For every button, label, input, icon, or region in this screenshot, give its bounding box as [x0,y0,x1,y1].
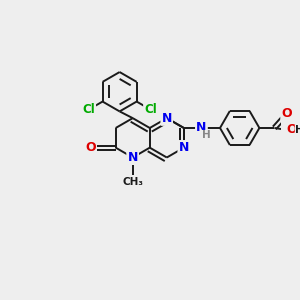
Text: CH₃: CH₃ [122,177,143,187]
Text: N: N [196,122,207,134]
Text: H: H [202,130,210,140]
Text: N: N [179,141,189,154]
Text: N: N [162,112,172,124]
Text: O: O [85,141,96,154]
Text: H: H [202,130,210,140]
Text: Cl: Cl [144,103,157,116]
Text: O: O [281,107,292,120]
Text: N: N [179,141,189,154]
Text: N: N [162,112,172,124]
Text: N: N [128,151,138,164]
Text: O: O [85,141,96,154]
Text: CH₃: CH₃ [122,177,143,187]
Text: Cl: Cl [82,103,95,116]
Text: H: H [295,125,300,135]
Text: O: O [286,123,297,136]
Text: N: N [196,122,207,134]
Text: N: N [128,151,138,164]
